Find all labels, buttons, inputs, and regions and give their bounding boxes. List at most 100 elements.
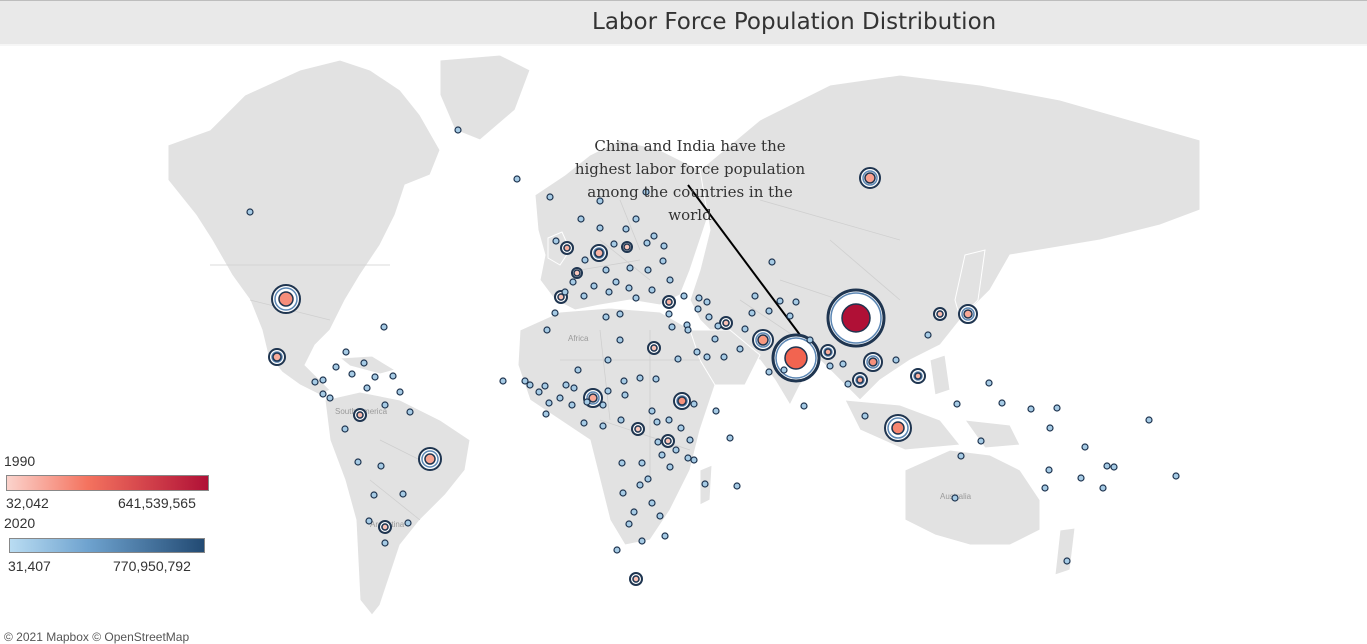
country-marker[interactable]	[353, 408, 367, 422]
country-marker[interactable]	[863, 352, 883, 372]
country-marker-small[interactable]	[399, 490, 407, 498]
country-marker[interactable]	[933, 307, 947, 321]
marker-1990-dot[interactable]	[623, 243, 631, 251]
country-marker-small[interactable]	[396, 388, 404, 396]
country-marker-small[interactable]	[590, 282, 598, 290]
country-marker-small[interactable]	[741, 325, 749, 333]
country-marker-small[interactable]	[332, 363, 340, 371]
country-marker-small[interactable]	[602, 313, 610, 321]
country-marker-small[interactable]	[652, 375, 660, 383]
country-marker-small[interactable]	[543, 326, 551, 334]
country-marker-small[interactable]	[406, 408, 414, 416]
country-marker[interactable]	[820, 344, 836, 360]
country-marker-small[interactable]	[341, 425, 349, 433]
country-marker-small[interactable]	[768, 258, 776, 266]
country-marker[interactable]	[752, 329, 774, 351]
country-marker-small[interactable]	[684, 326, 692, 334]
country-marker-small[interactable]	[526, 381, 534, 389]
world-map[interactable]: Africa South America Argentina Australia…	[0, 52, 1367, 644]
marker-1990-dot[interactable]	[278, 291, 294, 307]
country-marker[interactable]	[378, 520, 392, 534]
country-marker-small[interactable]	[660, 242, 668, 250]
marker-1990-dot[interactable]	[634, 425, 642, 433]
marker-1990-dot[interactable]	[563, 244, 571, 252]
country-marker-small[interactable]	[1027, 405, 1035, 413]
country-marker-small[interactable]	[552, 237, 560, 245]
country-marker-small[interactable]	[711, 335, 719, 343]
country-marker-small[interactable]	[348, 370, 356, 378]
country-marker-small[interactable]	[666, 276, 674, 284]
country-marker-small[interactable]	[1045, 466, 1053, 474]
country-marker-small[interactable]	[636, 374, 644, 382]
country-marker-small[interactable]	[613, 546, 621, 554]
country-marker-small[interactable]	[650, 232, 658, 240]
country-marker-small[interactable]	[404, 519, 412, 527]
country-marker-small[interactable]	[665, 416, 673, 424]
country-marker-small[interactable]	[617, 416, 625, 424]
marker-1990-dot[interactable]	[664, 437, 672, 445]
marker-1990-dot[interactable]	[722, 319, 730, 327]
country-marker[interactable]	[271, 284, 301, 314]
country-marker[interactable]	[958, 304, 978, 324]
country-marker-small[interactable]	[599, 422, 607, 430]
country-marker-small[interactable]	[765, 368, 773, 376]
country-marker-small[interactable]	[569, 278, 577, 286]
country-marker-small[interactable]	[643, 239, 651, 247]
country-marker-small[interactable]	[792, 298, 800, 306]
country-marker-small[interactable]	[319, 376, 327, 384]
country-marker-small[interactable]	[377, 462, 385, 470]
marker-1990-dot[interactable]	[784, 346, 808, 370]
country-marker-small[interactable]	[521, 377, 529, 385]
marker-1990-dot[interactable]	[588, 393, 598, 403]
country-marker-small[interactable]	[666, 463, 674, 471]
country-marker[interactable]	[884, 414, 912, 442]
country-marker[interactable]	[826, 288, 886, 348]
marker-1990-dot[interactable]	[891, 421, 905, 435]
country-marker-small[interactable]	[599, 401, 607, 409]
map-canvas[interactable]: Africa South America Argentina Australia	[0, 52, 1367, 644]
marker-1990-dot[interactable]	[557, 293, 565, 301]
country-marker-small[interactable]	[776, 297, 784, 305]
marker-1990-dot[interactable]	[914, 372, 922, 380]
country-marker-small[interactable]	[632, 215, 640, 223]
marker-1990-dot[interactable]	[272, 352, 282, 362]
country-marker-small[interactable]	[638, 537, 646, 545]
country-marker-small[interactable]	[672, 446, 680, 454]
country-marker-small[interactable]	[602, 266, 610, 274]
marker-1990-dot[interactable]	[356, 411, 364, 419]
country-marker-small[interactable]	[680, 292, 688, 300]
country-marker-small[interactable]	[583, 398, 591, 406]
country-marker-small[interactable]	[726, 434, 734, 442]
country-marker-small[interactable]	[839, 360, 847, 368]
country-marker-small[interactable]	[985, 379, 993, 387]
marker-1990-dot[interactable]	[632, 575, 640, 583]
country-marker-small[interactable]	[648, 286, 656, 294]
country-marker-small[interactable]	[561, 288, 569, 296]
country-marker-small[interactable]	[605, 288, 613, 296]
country-marker-small[interactable]	[574, 366, 582, 374]
country-marker[interactable]	[662, 295, 676, 309]
marker-1990-dot[interactable]	[963, 309, 973, 319]
country-marker-small[interactable]	[616, 336, 624, 344]
country-marker-small[interactable]	[1041, 484, 1049, 492]
country-marker[interactable]	[571, 267, 583, 279]
country-marker-small[interactable]	[577, 215, 585, 223]
country-marker-small[interactable]	[736, 345, 744, 353]
country-marker-small[interactable]	[1077, 474, 1085, 482]
country-marker-small[interactable]	[580, 419, 588, 427]
country-marker-small[interactable]	[636, 481, 644, 489]
country-marker[interactable]	[631, 422, 645, 436]
country-marker-small[interactable]	[690, 400, 698, 408]
marker-1990-dot[interactable]	[665, 298, 673, 306]
country-marker-small[interactable]	[1172, 472, 1180, 480]
country-marker-small[interactable]	[654, 438, 662, 446]
country-marker-small[interactable]	[951, 494, 959, 502]
country-marker[interactable]	[852, 372, 868, 388]
country-marker-small[interactable]	[596, 197, 604, 205]
country-marker-small[interactable]	[690, 456, 698, 464]
country-marker[interactable]	[629, 572, 643, 586]
country-marker-small[interactable]	[665, 310, 673, 318]
country-marker-small[interactable]	[826, 362, 834, 370]
country-marker[interactable]	[418, 447, 442, 471]
country-marker-small[interactable]	[642, 188, 650, 196]
